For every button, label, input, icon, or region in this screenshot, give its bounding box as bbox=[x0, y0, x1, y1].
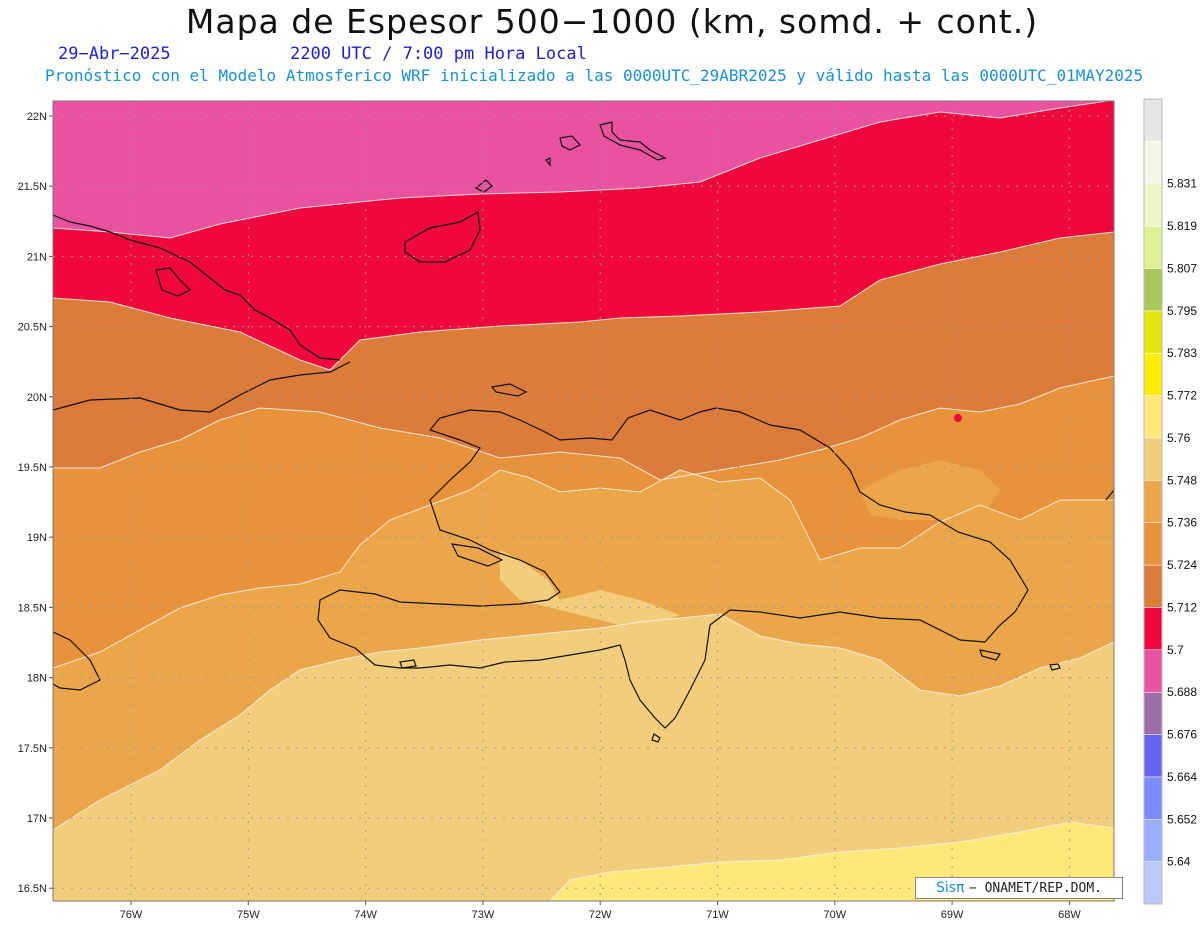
legend-swatch bbox=[1143, 310, 1163, 354]
credit-sis: Sisπ bbox=[935, 880, 965, 896]
lat-label: 17.5N bbox=[18, 743, 47, 755]
legend-swatch bbox=[1143, 607, 1163, 651]
legend-label: 5.807 bbox=[1167, 261, 1197, 275]
band-5-748 bbox=[53, 614, 1114, 901]
legend-label: 5.664 bbox=[1167, 770, 1197, 784]
legend-label: 5.736 bbox=[1167, 516, 1197, 530]
legend-swatch bbox=[1143, 183, 1163, 227]
legend-swatch bbox=[1143, 268, 1163, 312]
lat-label: 16.5N bbox=[18, 883, 47, 895]
forecast-date: 29−Abr−2025 bbox=[58, 44, 171, 64]
lon-label: 73W bbox=[472, 909, 495, 921]
legend-label: 5.712 bbox=[1167, 600, 1197, 614]
jamaica-edge bbox=[53, 631, 101, 691]
north-island bbox=[53, 210, 54, 212]
lon-label: 69W bbox=[941, 909, 964, 921]
lat-label: 19N bbox=[27, 532, 47, 544]
coastlines bbox=[53, 121, 1114, 743]
lat-label: 17N bbox=[27, 813, 47, 825]
legend-swatch bbox=[1143, 225, 1163, 269]
legend-swatch bbox=[1143, 480, 1163, 523]
legend-label: 5.7 bbox=[1167, 643, 1184, 657]
legend-label: 5.819 bbox=[1167, 219, 1197, 233]
legend-label: 5.652 bbox=[1167, 812, 1197, 826]
gonave-island bbox=[450, 543, 504, 567]
model-info: Pronóstico con el Modelo Atmosferico WRF… bbox=[45, 66, 1144, 85]
legend-swatch bbox=[1143, 776, 1163, 820]
legend-swatch bbox=[1143, 691, 1163, 735]
lat-label: 18.5N bbox=[18, 602, 47, 614]
inagua-island bbox=[404, 211, 481, 263]
lat-label: 22N bbox=[27, 111, 47, 123]
lon-label: 71W bbox=[706, 909, 729, 921]
legend-label: 5.724 bbox=[1167, 558, 1197, 572]
legend-label: 5.76 bbox=[1167, 431, 1191, 445]
mona-island bbox=[1049, 663, 1061, 671]
latitude-labels: 22N 21.5N 21N 20.5N 20N 19.5N 19N 18.5N 18N 17.5N… bbox=[18, 111, 47, 895]
western-island bbox=[53, 214, 341, 361]
legend-swatch bbox=[1143, 437, 1163, 481]
beata-island bbox=[651, 733, 661, 743]
legend-label: 5.772 bbox=[1167, 389, 1197, 403]
lon-label: 72W bbox=[589, 909, 612, 921]
band-5-736-east bbox=[860, 460, 1000, 520]
legend-label: 5.64 bbox=[1167, 855, 1191, 869]
turks-island bbox=[559, 135, 581, 151]
lat-label: 19.5N bbox=[18, 462, 47, 474]
lon-label: 70W bbox=[823, 909, 846, 921]
legend-swatch bbox=[1143, 352, 1163, 396]
lat-label: 21N bbox=[27, 251, 47, 263]
lat-label: 21.5N bbox=[18, 181, 47, 193]
map-title: Mapa de Espesor 500−1000 (km, somd. + co… bbox=[185, 2, 1039, 41]
legend-swatch bbox=[1143, 141, 1163, 184]
legend-label: 5.688 bbox=[1167, 685, 1197, 699]
legend-swatch bbox=[1143, 564, 1163, 608]
map-frame bbox=[52, 100, 1115, 902]
graticule bbox=[53, 101, 1114, 901]
legend-swatch bbox=[1143, 819, 1163, 862]
cuba-coast bbox=[53, 361, 351, 413]
color-legend bbox=[1143, 98, 1163, 905]
lon-label: 75W bbox=[237, 909, 260, 921]
hispaniola-coast bbox=[317, 407, 1029, 729]
legend-swatch bbox=[1143, 395, 1163, 439]
legend-swatch bbox=[1143, 522, 1163, 566]
lat-label: 20.5N bbox=[18, 322, 47, 334]
legend-labels: 5.64 5.652 5.664 5.676 5.688 5.7 5.712 5.724 5.7… bbox=[1167, 177, 1197, 869]
legend-label: 5.748 bbox=[1167, 473, 1197, 487]
legend-label: 5.795 bbox=[1167, 304, 1197, 318]
acklins-island bbox=[155, 267, 192, 297]
caicos-island bbox=[599, 121, 667, 161]
lon-label: 74W bbox=[354, 909, 377, 921]
small-isle-1 bbox=[545, 157, 551, 167]
contour-lines bbox=[53, 101, 1114, 901]
puerto-rico-coast bbox=[1105, 489, 1114, 501]
legend-label: 5.831 bbox=[1167, 177, 1197, 191]
valid-time: 2200 UTC / 7:00 pm Hora Local bbox=[290, 44, 587, 64]
lon-label: 76W bbox=[120, 909, 143, 921]
lon-label: 68W bbox=[1058, 909, 1081, 921]
credit-box: Sisπ − ONAMET/REP.DOM. bbox=[915, 877, 1123, 899]
legend-label: 5.783 bbox=[1167, 346, 1197, 360]
legend-swatch bbox=[1143, 98, 1163, 142]
thickness-blob bbox=[954, 414, 962, 422]
lat-label: 20N bbox=[27, 392, 47, 404]
legend-swatch bbox=[1143, 734, 1163, 778]
credit-org: − ONAMET/REP.DOM. bbox=[968, 881, 1102, 896]
longitude-labels: 76W 75W 74W 73W 72W 71W 70W 69W 68W bbox=[120, 909, 1082, 921]
legend-swatch bbox=[1143, 861, 1163, 905]
small-isle-2 bbox=[399, 659, 417, 669]
tortuga-island bbox=[490, 383, 528, 397]
axis-ticks bbox=[49, 115, 1070, 905]
saona-island bbox=[979, 649, 1001, 661]
map-area bbox=[53, 101, 1114, 901]
legend-label: 5.676 bbox=[1167, 728, 1197, 742]
band-5-748-inland bbox=[500, 550, 680, 630]
lat-label: 18N bbox=[27, 673, 47, 685]
legend-swatch bbox=[1143, 649, 1163, 693]
